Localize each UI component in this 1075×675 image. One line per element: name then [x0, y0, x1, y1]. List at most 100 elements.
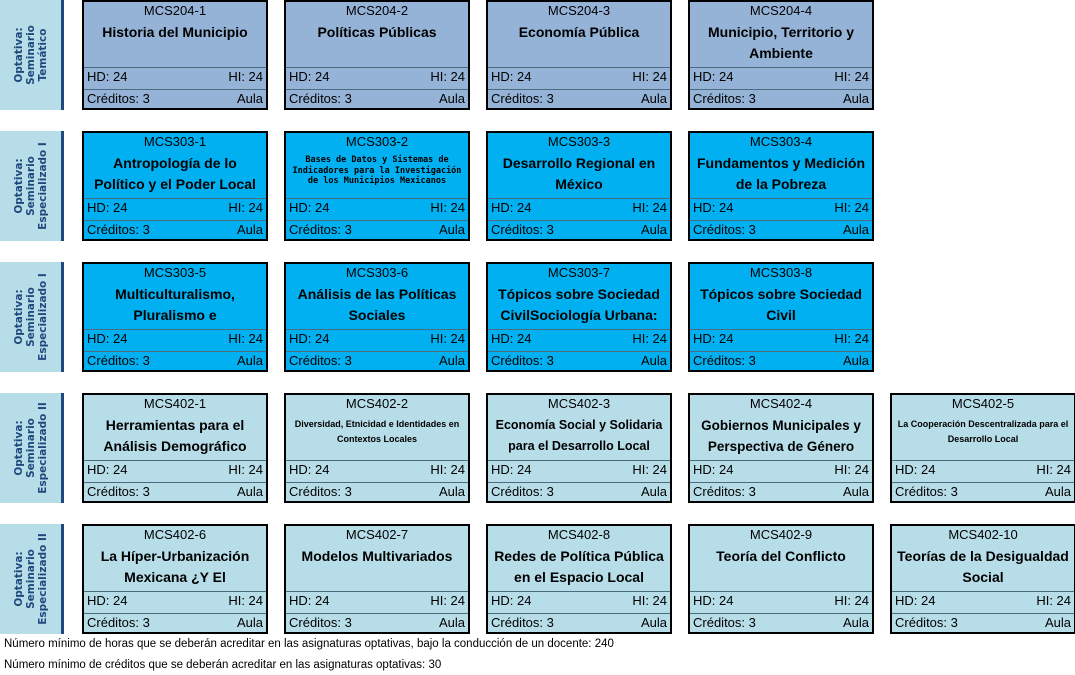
room: Aula: [640, 222, 667, 237]
course-code: MCS204-3: [547, 3, 611, 18]
course-card-mcs303-3: MCS303-3 Desarrollo Regional en México H…: [486, 131, 672, 241]
row-label-5: Optativa: Seminario Especializado II: [0, 524, 64, 634]
hours-hd: HD: 24: [491, 593, 532, 608]
course-card-mcs204-2: MCS204-2 Políticas Públicas HD: 24 HI: 24…: [284, 0, 470, 110]
course-code: MCS402-3: [547, 396, 611, 411]
label-line: Especializado II: [36, 402, 49, 494]
divider: [84, 351, 266, 352]
divider: [488, 329, 670, 330]
divider: [690, 482, 872, 483]
minimum-credits-note: Número mínimo de créditos que se deberán…: [4, 659, 442, 671]
course-code: MCS402-10: [948, 527, 1018, 542]
room: Aula: [236, 615, 263, 630]
credits: Créditos: 3: [895, 615, 958, 630]
course-code: MCS402-2: [345, 396, 409, 411]
room: Aula: [640, 615, 667, 630]
label-line: Optativa:: [12, 27, 25, 83]
course-card-mcs303-4: MCS303-4 Fundamentos y Medición de la Po…: [688, 131, 874, 241]
hours-hd: HD: 24: [87, 69, 128, 84]
hours-hi: HI: 24: [834, 200, 869, 215]
hours-hd: HD: 24: [491, 462, 532, 477]
label-line: Seminario: [24, 418, 37, 478]
course-code: MCS303-5: [143, 265, 207, 280]
divider: [84, 220, 266, 221]
room: Aula: [842, 615, 869, 630]
hours-hd: HD: 24: [491, 69, 532, 84]
hours-hi: HI: 24: [632, 331, 667, 346]
divider: [488, 591, 670, 592]
room: Aula: [438, 484, 465, 499]
divider: [286, 482, 468, 483]
hours-hd: HD: 24: [289, 69, 330, 84]
hours-hi: HI: 24: [834, 69, 869, 84]
course-code: MCS303-6: [345, 265, 409, 280]
hours-hi: HI: 24: [632, 69, 667, 84]
hours-hd: HD: 24: [895, 593, 936, 608]
label-line: Optativa:: [12, 158, 25, 214]
credits: Créditos: 3: [491, 222, 554, 237]
room: Aula: [236, 222, 263, 237]
hours-hi: HI: 24: [1036, 462, 1071, 477]
course-name: Diversidad, Etnicidad e Identidades en C…: [294, 419, 460, 444]
course-name: La Híper-Urbanización Mexicana ¿Y El: [100, 548, 250, 585]
course-name: Fundamentos y Medición de la Pobreza: [696, 155, 865, 192]
label-line: Especializado I: [36, 142, 49, 230]
divider: [84, 460, 266, 461]
course-card-mcs204-4: MCS204-4 Municipio, Territorio y Ambient…: [688, 0, 874, 110]
course-card-mcs402-4: MCS402-4 Gobiernos Municipales y Perspec…: [688, 393, 874, 503]
credits: Créditos: 3: [693, 91, 756, 106]
course-code: MCS402-5: [951, 396, 1015, 411]
divider: [488, 613, 670, 614]
label-line: Seminario: [24, 156, 37, 216]
hours-hd: HD: 24: [693, 69, 734, 84]
hours-hi: HI: 24: [834, 593, 869, 608]
course-card-mcs204-1: MCS204-1 Historia del Municipio HD: 24 HI…: [82, 0, 268, 110]
label-line: Optativa:: [12, 289, 25, 345]
course-name: Gobiernos Municipales y Perspectiva de G…: [701, 418, 861, 454]
course-code: MCS402-6: [143, 527, 207, 542]
room: Aula: [438, 353, 465, 368]
hours-hd: HD: 24: [693, 200, 734, 215]
divider: [286, 460, 468, 461]
course-card-mcs303-2: MCS303-2 Bases de Datos y Sistemas de In…: [284, 131, 470, 241]
course-name: Historia del Municipio: [102, 24, 248, 40]
credits: Créditos: 3: [491, 353, 554, 368]
minimum-hours-note: Número mínimo de horas que se deberán ac…: [4, 638, 614, 650]
course-code: MCS204-4: [749, 3, 813, 18]
divider: [488, 351, 670, 352]
credits: Créditos: 3: [289, 615, 352, 630]
hours-hi: HI: 24: [228, 331, 263, 346]
divider: [690, 329, 872, 330]
divider: [84, 198, 266, 199]
course-card-mcs402-1: MCS402-1 Herramientas para el Análisis D…: [82, 393, 268, 503]
course-code: MCS303-7: [547, 265, 611, 280]
divider: [286, 198, 468, 199]
label-line: Temático: [36, 28, 49, 82]
course-card-mcs303-7: MCS303-7 Tópicos sobre Sociedad CivilSoc…: [486, 262, 672, 372]
course-name: Redes de Política Pública en el Espacio …: [494, 548, 664, 585]
label-line: Seminario: [24, 287, 37, 347]
divider: [488, 220, 670, 221]
room: Aula: [236, 91, 263, 106]
divider: [892, 460, 1074, 461]
row-label-2: Optativa: Seminario Especializado I: [0, 131, 64, 241]
label-line: Optativa:: [12, 420, 25, 476]
divider: [286, 329, 468, 330]
hours-hd: HD: 24: [693, 331, 734, 346]
credits: Créditos: 3: [693, 615, 756, 630]
hours-hi: HI: 24: [430, 331, 465, 346]
course-card-mcs303-1: MCS303-1 Antropología de lo Político y e…: [82, 131, 268, 241]
credits: Créditos: 3: [491, 484, 554, 499]
room: Aula: [438, 222, 465, 237]
credits: Créditos: 3: [693, 222, 756, 237]
divider: [286, 220, 468, 221]
course-card-mcs402-5: MCS402-5 La Cooperación Descentralizada …: [890, 393, 1075, 503]
room: Aula: [236, 353, 263, 368]
divider: [488, 89, 670, 90]
hours-hd: HD: 24: [87, 593, 128, 608]
divider: [690, 67, 872, 68]
room: Aula: [640, 484, 667, 499]
course-name: Tópicos sobre Sociedad Civil: [700, 286, 862, 323]
hours-hi: HI: 24: [632, 593, 667, 608]
course-code: MCS303-3: [547, 134, 611, 149]
